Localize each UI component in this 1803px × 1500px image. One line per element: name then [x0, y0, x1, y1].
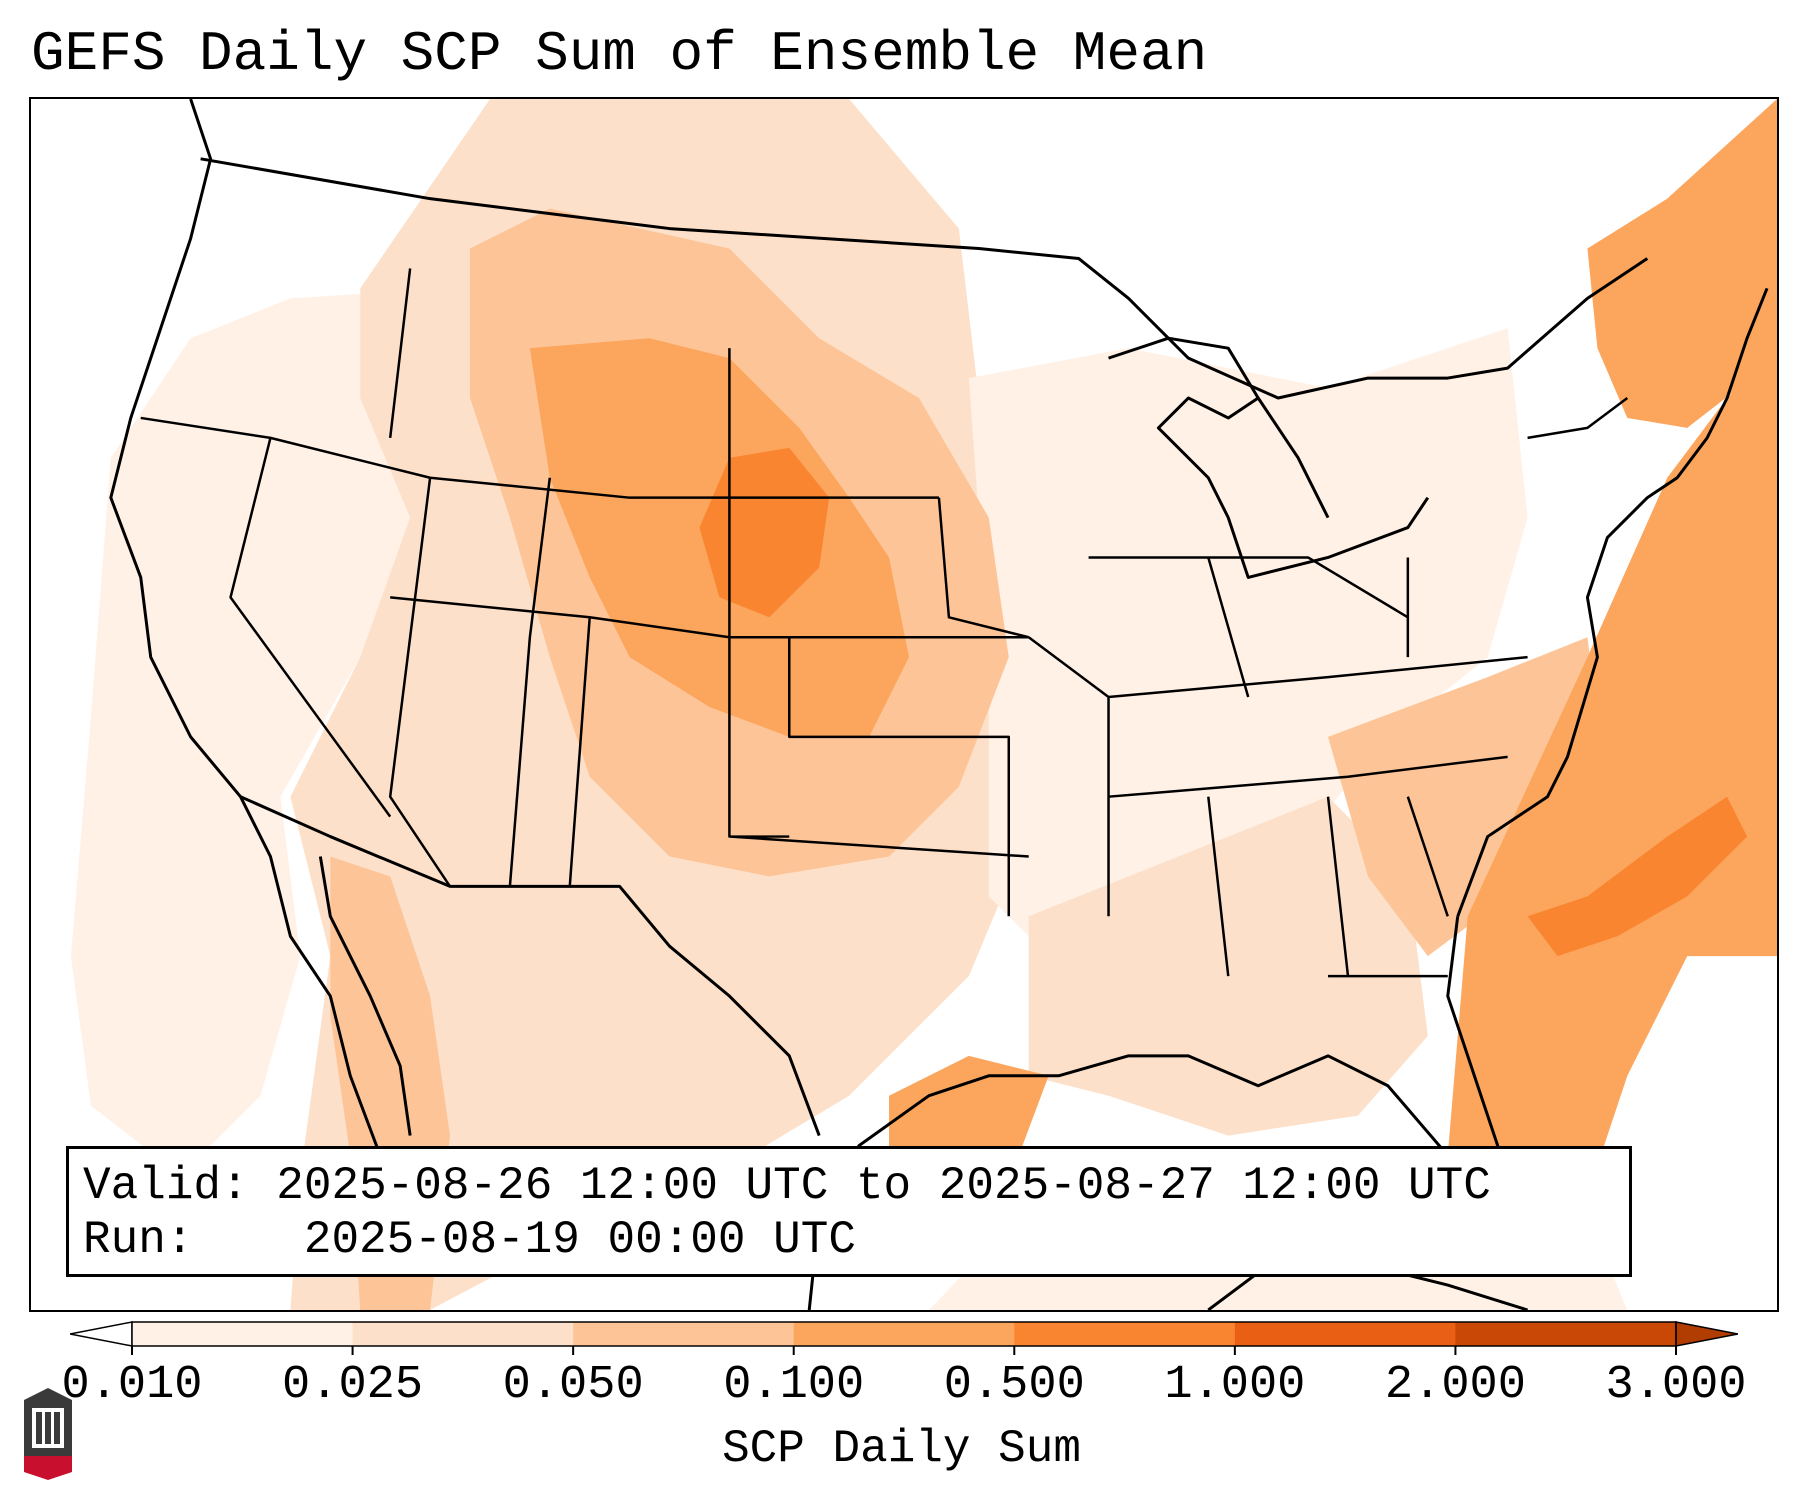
- colorbar-extend-min: [70, 1321, 133, 1347]
- state-lines: [140, 268, 1629, 978]
- shade-strong-atlantic: [1427, 348, 1777, 1310]
- east-coast: [1456, 287, 1769, 917]
- shade-intense-core: [699, 447, 830, 618]
- colorbar-bin-6: [1455, 1322, 1677, 1346]
- niu-logo-graphic: [24, 1388, 72, 1480]
- colorbar-tick-label: 0.100: [723, 1359, 865, 1412]
- colorbar-bin-5: [1234, 1322, 1456, 1346]
- colorbar-tick-label: 2.000: [1384, 1359, 1526, 1412]
- valid-value: 2025-08-26 12:00 UTC to 2025-08-27 12:00…: [276, 1160, 1491, 1212]
- shade-strong-northeast: [1587, 99, 1777, 428]
- west-coast: [109, 99, 412, 1236]
- map-panel: [29, 97, 1779, 1312]
- colorbar-outline: [131, 1321, 1677, 1347]
- colorbar: [70, 1313, 1738, 1355]
- shade-intense-atlantic: [1527, 796, 1748, 957]
- gulf-coast: [807, 916, 1510, 1310]
- colorbar-tick-label: 0.500: [943, 1359, 1085, 1412]
- colorbar-bin-3: [793, 1322, 1015, 1346]
- run-label: Run:: [83, 1214, 194, 1266]
- mexico-border: [239, 795, 821, 1137]
- scp-map: [31, 99, 1777, 1310]
- scp-shading: [31, 99, 1777, 1310]
- colorbar-tick-label: 0.025: [282, 1359, 424, 1412]
- canada-border: [200, 157, 1649, 400]
- colorbar-bin-4: [1014, 1322, 1236, 1346]
- valid-label: Valid:: [83, 1160, 249, 1212]
- colorbar-tick-label: 1.000: [1164, 1359, 1306, 1412]
- colorbar-tick-label: 3.000: [1605, 1359, 1747, 1412]
- colorbar-bin-2: [573, 1322, 795, 1346]
- colorbar-bin-1: [352, 1322, 574, 1346]
- colorbar-label: SCP Daily Sum: [722, 1423, 1081, 1475]
- boundaries: [109, 99, 1769, 1310]
- colorbar-tick-label: 0.010: [61, 1359, 203, 1412]
- colorbar-tick-label: 0.050: [502, 1359, 644, 1412]
- colorbar-svg: [70, 1321, 1738, 1355]
- colorbar-extend-max: [1675, 1321, 1738, 1347]
- peninsula-baja: [318, 856, 412, 1136]
- colorbar-bin-0: [132, 1322, 354, 1346]
- shade-medium-carolinas: [1328, 637, 1608, 957]
- run-value: 2025-08-19 00:00 UTC: [303, 1214, 856, 1266]
- great-lakes: [1108, 336, 1430, 579]
- niu-logo: [20, 1386, 76, 1480]
- map-title: GEFS Daily SCP Sum of Ensemble Mean: [31, 22, 1208, 86]
- valid-run-info-box: Valid: 2025-08-26 12:00 UTC to 2025-08-2…: [66, 1146, 1632, 1277]
